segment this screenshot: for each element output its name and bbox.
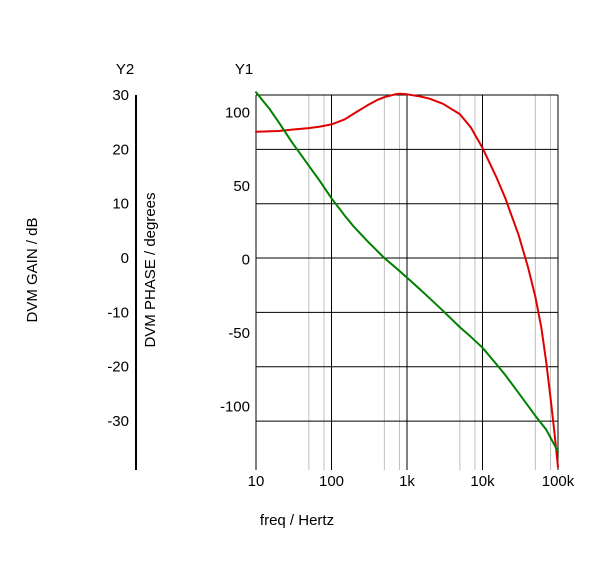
y1-tick-label: 100 [225, 104, 250, 121]
y2-tick-label: -10 [107, 304, 129, 321]
plot-grid [255, 94, 559, 470]
x-tick-label: 100k [542, 473, 575, 490]
y2-tick-label: 20 [112, 141, 129, 158]
tick-labels: 10 100 1k 10k 100k3020100-10-20-30100500-50-… [107, 87, 574, 490]
series-lines [255, 91, 559, 469]
y1-tick-label: -50 [228, 325, 250, 342]
x-tick-label: 1k [399, 473, 415, 490]
y1-tick-label: -100 [220, 399, 250, 416]
y1-tick-label: 50 [233, 178, 250, 195]
y2-axis-header: Y2 [116, 61, 134, 78]
x-tick-label: 10 [248, 473, 265, 490]
gain-series-line [255, 91, 559, 453]
y2-tick-label: -20 [107, 359, 129, 376]
x-tick-label: 100 [319, 473, 344, 490]
y2-axis-title: DVM GAIN / dB [24, 217, 41, 322]
y2-tick-label: 0 [121, 250, 129, 267]
phase-series-line [255, 92, 559, 469]
x-tick-label: 10k [470, 473, 495, 490]
y2-tick-label: 30 [112, 87, 129, 104]
y1-axis-header: Y1 [235, 61, 253, 78]
y2-tick-label: -30 [107, 413, 129, 430]
y2-tick-label: 10 [112, 196, 129, 213]
y1-tick-label: 0 [242, 251, 250, 268]
x-axis-title: freq / Hertz [260, 512, 334, 529]
y1-axis-title: DVM PHASE / degrees [142, 192, 159, 347]
